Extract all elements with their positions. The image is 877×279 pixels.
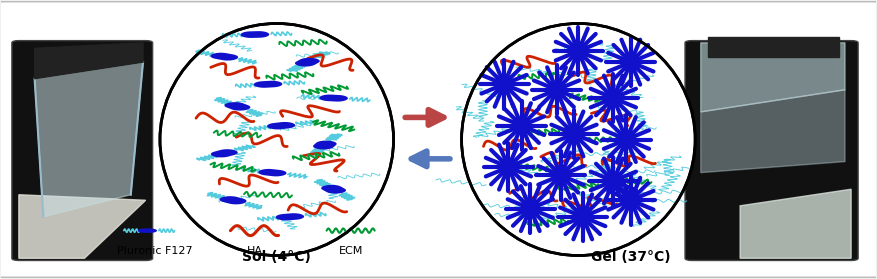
Polygon shape [740,189,852,258]
Polygon shape [701,90,845,173]
Polygon shape [708,37,839,57]
Text: Pluronic F127: Pluronic F127 [117,246,192,256]
Text: Gel (37°C): Gel (37°C) [591,250,671,264]
Ellipse shape [160,23,394,256]
Text: ECM: ECM [339,246,363,256]
Polygon shape [219,196,246,204]
Polygon shape [210,149,238,157]
Polygon shape [295,58,320,66]
Polygon shape [267,122,296,129]
Text: HA: HA [247,246,263,256]
Polygon shape [259,169,287,176]
Polygon shape [19,195,146,258]
Polygon shape [275,213,304,220]
Polygon shape [225,102,251,110]
Ellipse shape [461,23,695,256]
Polygon shape [240,31,269,38]
Polygon shape [34,62,143,217]
FancyBboxPatch shape [12,41,153,261]
Polygon shape [34,43,143,79]
Polygon shape [253,81,282,88]
Polygon shape [701,43,845,112]
Polygon shape [138,229,157,233]
Polygon shape [319,95,348,102]
Polygon shape [210,53,239,61]
Polygon shape [313,141,337,150]
Text: Sol (4°C): Sol (4°C) [242,250,311,264]
Polygon shape [321,185,346,194]
FancyBboxPatch shape [685,41,858,261]
